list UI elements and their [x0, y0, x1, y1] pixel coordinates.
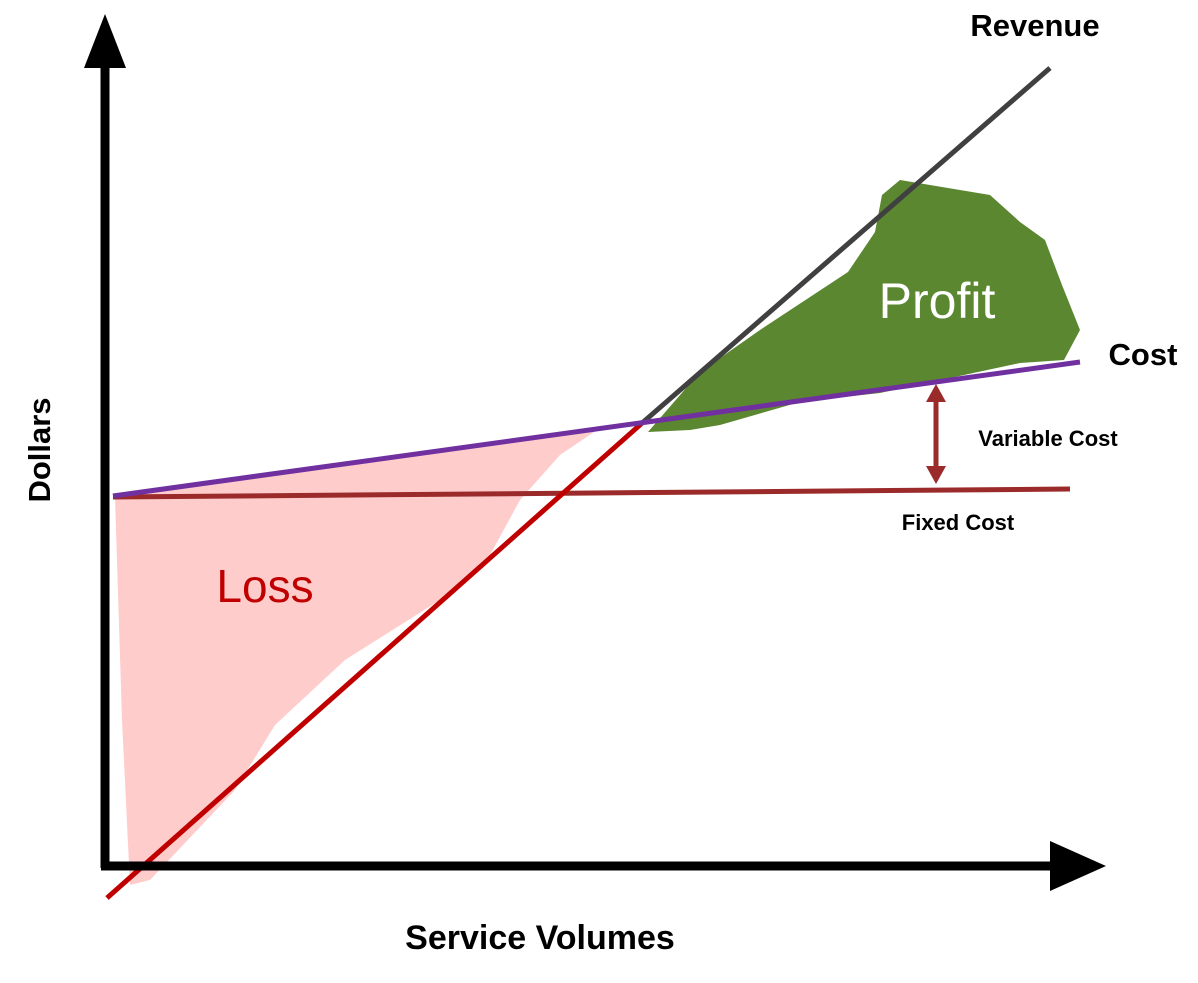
loss-region — [115, 428, 600, 885]
x-axis-arrow — [1050, 841, 1106, 891]
revenue-label: Revenue — [970, 8, 1099, 43]
fixed-cost-line — [112, 486, 1071, 500]
arrow-head — [926, 384, 946, 402]
cost-line — [112, 359, 1081, 499]
profit-region — [648, 180, 1080, 432]
profit-label: Profit — [879, 273, 996, 329]
revenue-line-loss — [105, 422, 643, 900]
variable-cost-label: Variable Cost — [978, 426, 1118, 451]
loss-label: Loss — [216, 560, 313, 612]
cost-label: Cost — [1109, 337, 1178, 372]
arrow-head — [926, 466, 946, 484]
revenue-line-profit — [639, 66, 1052, 426]
y-axis-arrow — [84, 14, 126, 68]
fixed-cost-label: Fixed Cost — [902, 510, 1015, 535]
x-axis-label: Service Volumes — [405, 919, 675, 957]
y-axis-label: Dollars — [22, 397, 57, 502]
